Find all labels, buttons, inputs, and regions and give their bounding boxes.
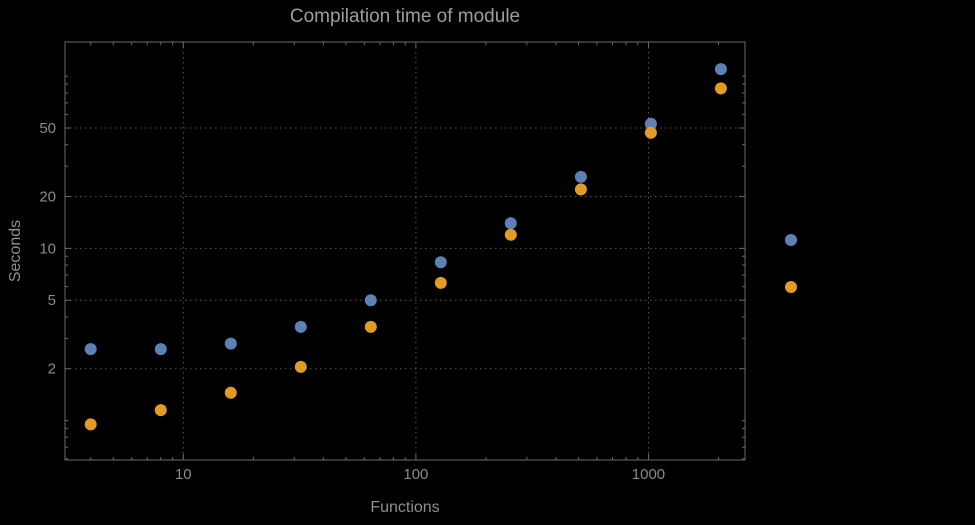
- data-point-orange: [434, 276, 447, 289]
- data-point-blue: [504, 217, 517, 230]
- data-point-blue: [714, 63, 727, 76]
- y-tick-label: 10: [39, 240, 56, 257]
- data-point-orange: [84, 418, 97, 431]
- y-tick-label: 50: [39, 120, 56, 137]
- data-point-orange: [294, 360, 307, 373]
- y-tick-label: 2: [48, 361, 56, 378]
- data-point-blue: [434, 256, 447, 269]
- data-point-orange: [644, 126, 657, 139]
- legend-marker-2: [785, 281, 797, 293]
- chart-title: Compilation time of module: [289, 6, 521, 27]
- plot-frame: [64, 41, 746, 461]
- x-tick-label: 10: [175, 466, 192, 483]
- x-tick-label: 1000: [632, 466, 665, 483]
- data-point-blue: [294, 320, 307, 333]
- y-tick-label: 20: [39, 189, 56, 206]
- data-point-blue: [224, 337, 237, 350]
- x-tick-label: 100: [403, 466, 428, 483]
- data-point-orange: [504, 228, 517, 241]
- data-point-blue: [644, 117, 657, 130]
- data-point-blue: [574, 170, 587, 183]
- data-point-orange: [224, 386, 237, 399]
- data-point-orange: [714, 82, 727, 95]
- data-point-orange: [574, 183, 587, 196]
- legend-marker-1: [785, 234, 797, 246]
- data-point-orange: [364, 320, 377, 333]
- y-tick-label: 5: [48, 292, 56, 309]
- data-point-orange: [154, 404, 167, 417]
- data-point-blue: [154, 343, 167, 356]
- data-point-blue: [364, 294, 377, 307]
- x-axis-label: Functions: [370, 499, 440, 516]
- data-point-blue: [84, 343, 97, 356]
